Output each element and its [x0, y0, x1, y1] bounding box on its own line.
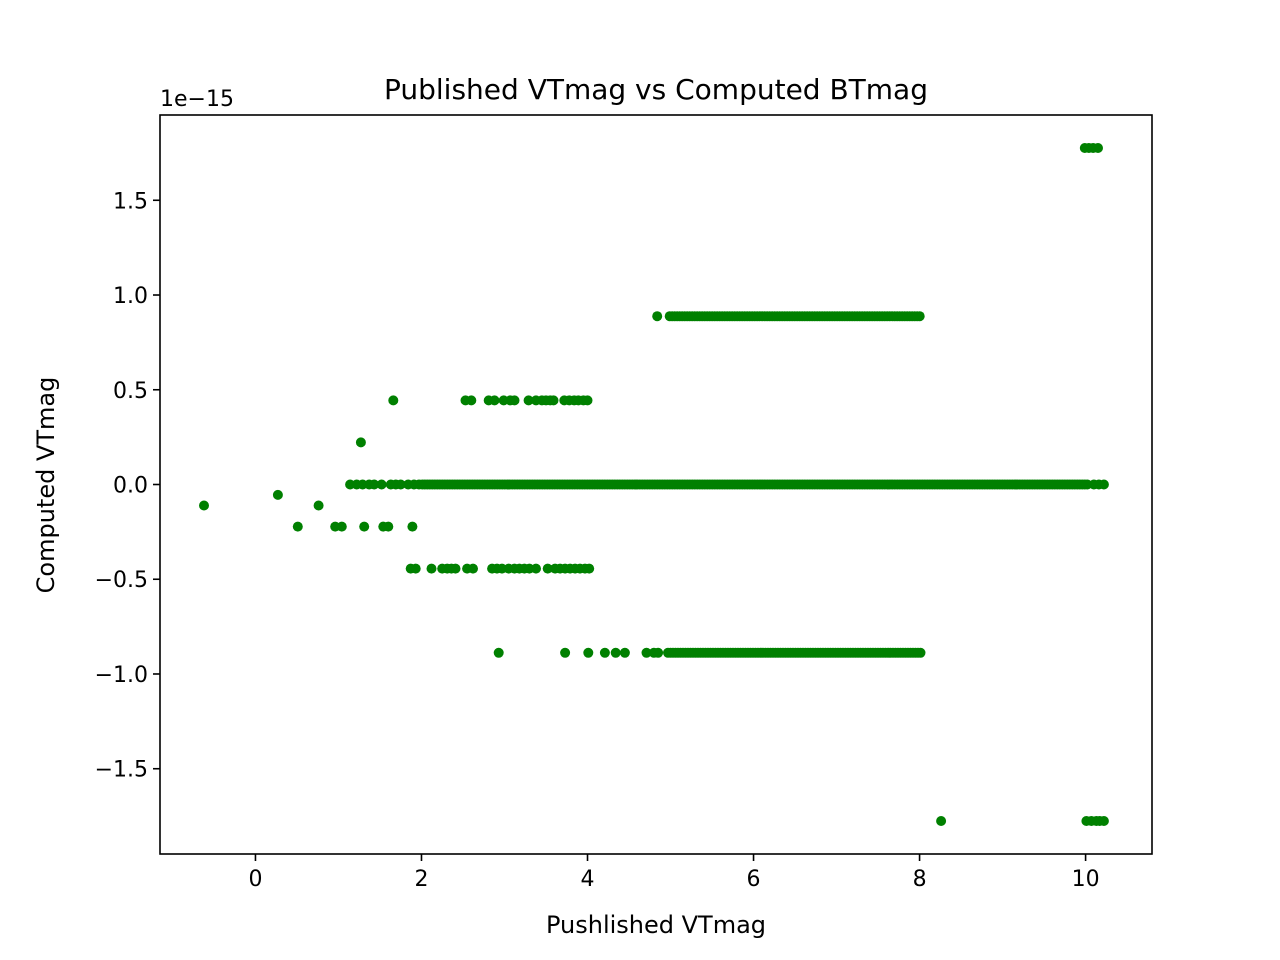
y-tick-label: −1.5	[95, 758, 148, 783]
data-point	[383, 521, 394, 532]
data-point	[509, 395, 520, 406]
y-tick-label: 0.0	[113, 474, 148, 499]
data-point	[489, 395, 500, 406]
chart-title: Published VTmag vs Computed BTmag	[384, 73, 928, 106]
data-point	[548, 395, 559, 406]
data-point	[1098, 816, 1109, 826]
x-tick-label: 10	[1072, 867, 1100, 892]
x-tick-label: 2	[414, 867, 428, 892]
y-axis-title: Computed VTmag	[32, 377, 60, 594]
data-point	[653, 647, 664, 658]
data-point	[313, 500, 324, 511]
data-point	[542, 563, 553, 574]
data-points	[199, 143, 1109, 826]
y-tick-label: 0.5	[113, 379, 148, 404]
data-point	[407, 521, 418, 532]
x-axis: 0 2 4 6 8 10	[248, 854, 1100, 892]
data-point	[915, 647, 926, 658]
data-point	[936, 816, 947, 826]
data-point	[410, 563, 421, 574]
data-point	[468, 563, 478, 574]
y-tick-label: −0.5	[95, 568, 148, 593]
data-point	[466, 395, 477, 406]
data-point	[914, 311, 925, 322]
data-point	[523, 395, 534, 406]
x-axis-title: Pushlished VTmag	[546, 911, 766, 939]
data-point	[610, 647, 621, 658]
data-point	[359, 521, 370, 532]
data-point	[493, 647, 504, 658]
y-tick-label: −1.0	[95, 663, 148, 688]
data-point	[450, 563, 461, 574]
x-tick-label: 8	[913, 867, 927, 892]
y-offset-label: 1e−15	[160, 87, 234, 112]
data-point	[336, 521, 347, 532]
data-point	[582, 395, 593, 406]
data-point	[369, 479, 380, 490]
data-point	[292, 521, 303, 532]
data-point	[531, 563, 541, 574]
data-point	[599, 647, 610, 658]
data-point	[1093, 143, 1103, 153]
y-axis: −1.5 −1.0 −0.5 0.0 0.5 1.0 1.5	[95, 189, 160, 783]
data-point	[272, 489, 283, 500]
data-point	[1082, 479, 1093, 490]
data-point	[641, 647, 652, 658]
data-point	[395, 479, 406, 490]
y-tick-label: 1.0	[113, 284, 148, 309]
x-tick-label: 4	[581, 867, 595, 892]
data-point	[388, 395, 399, 406]
x-tick-label: 6	[747, 867, 761, 892]
y-tick-label: 1.5	[113, 189, 148, 214]
data-point	[1098, 479, 1109, 490]
data-point	[199, 500, 209, 511]
data-point	[583, 647, 594, 658]
data-point	[652, 311, 663, 322]
x-tick-label: 0	[248, 867, 262, 892]
data-point	[355, 437, 366, 448]
data-point	[584, 563, 595, 574]
data-point	[426, 563, 437, 574]
data-point	[619, 647, 630, 658]
data-point	[376, 479, 387, 490]
data-point	[560, 647, 571, 658]
